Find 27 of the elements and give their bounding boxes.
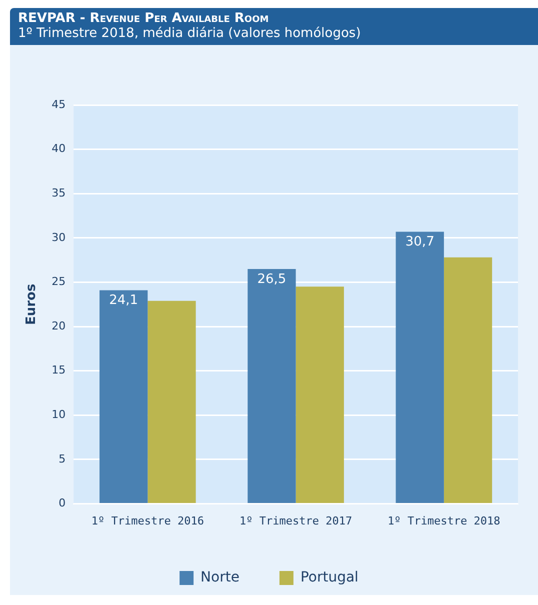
bar: [396, 232, 444, 504]
y-tick-label: 5: [58, 452, 66, 466]
data-label: 26,5: [257, 272, 286, 287]
bar: [296, 286, 344, 504]
legend-label: Portugal: [300, 570, 358, 586]
data-label: 30,7: [405, 234, 434, 250]
y-axis-title: Euros: [24, 284, 40, 326]
chart-title: REVPAR - Revenue Per Available Room: [18, 11, 270, 26]
x-tick-label: 1º Trimestre 2017: [240, 514, 352, 528]
y-tick-label: 25: [52, 275, 66, 288]
chart-subtitle: 1º Trimestre 2018, média diária (valores homólogos): [18, 26, 362, 41]
bar: [444, 257, 492, 504]
bar: [248, 268, 296, 504]
y-tick-label: 10: [52, 408, 66, 422]
y-tick-label: 20: [52, 319, 66, 332]
y-tick-label: 35: [52, 186, 66, 200]
bar: [100, 290, 148, 504]
data-label: 24,1: [109, 293, 138, 308]
y-tick-label: 0: [58, 496, 66, 510]
legend-label: Norte: [200, 570, 240, 586]
x-tick-label: 1º Trimestre 2018: [388, 514, 500, 528]
bar: [148, 300, 196, 504]
y-tick-label: 45: [52, 98, 66, 111]
y-tick-label: 30: [52, 230, 66, 244]
y-tick-label: 15: [52, 364, 66, 377]
y-tick-label: 40: [52, 142, 66, 156]
x-tick-label: 1º Trimestre 2016: [91, 514, 204, 528]
